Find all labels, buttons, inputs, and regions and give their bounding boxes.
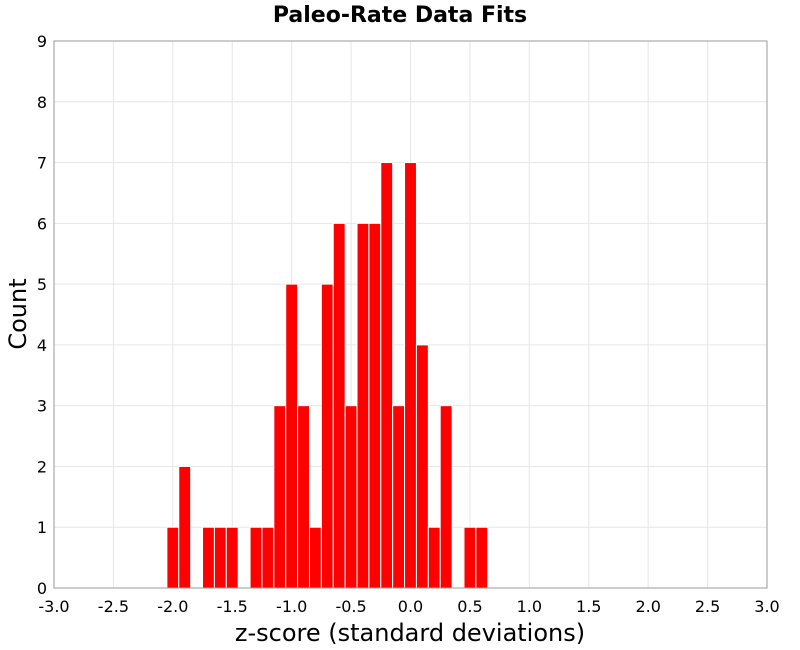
histogram-bar — [415, 344, 429, 589]
plot-area-frame — [53, 40, 768, 589]
y-tick-label: 4 — [37, 336, 47, 355]
x-tick-label: -1.0 — [276, 597, 307, 616]
x-tick-label: 3.0 — [754, 597, 779, 616]
histogram-bar — [320, 283, 334, 589]
x-tick-label: -2.5 — [98, 597, 129, 616]
y-tick-label: 0 — [37, 579, 47, 598]
histogram-bar — [392, 405, 406, 589]
histogram-bar — [475, 526, 489, 589]
x-tick-label: 0.0 — [398, 597, 423, 616]
histogram-bars — [166, 162, 489, 589]
histogram-bar — [178, 465, 192, 589]
histogram-bar — [356, 222, 370, 589]
x-tick-label: 2.5 — [695, 597, 720, 616]
histogram-bar — [166, 526, 180, 589]
histogram-bar — [285, 283, 299, 589]
chart-title: Paleo-Rate Data Fits — [273, 3, 527, 28]
y-tick-label: 6 — [37, 214, 47, 233]
x-tick-label: 1.5 — [576, 597, 601, 616]
x-tick-label: -0.5 — [335, 597, 366, 616]
histogram-bar — [463, 526, 477, 589]
x-tick-label: -3.0 — [38, 597, 69, 616]
histogram-bar — [404, 162, 417, 589]
x-tick-label: 0.5 — [457, 597, 482, 616]
y-axis-label: Count — [4, 278, 32, 349]
histogram-bar — [439, 405, 453, 589]
x-axis-ticks: -3.0 -2.5 -2.0 -1.5 -1.0 -0.5 0.0 0.5 1.0 1.5 2.0 2… — [38, 597, 779, 616]
histogram-bar — [202, 526, 215, 589]
histogram-bar — [261, 526, 275, 589]
y-axis-ticks: 0 1 2 3 4 5 6 7 8 9 — [37, 32, 47, 598]
histogram-bar — [273, 405, 287, 589]
y-tick-label: 3 — [37, 397, 47, 416]
y-tick-label: 9 — [37, 32, 47, 51]
x-tick-label: 2.0 — [635, 597, 660, 616]
histogram-bar — [297, 405, 310, 589]
y-tick-label: 5 — [37, 275, 47, 294]
histogram-bar — [308, 526, 322, 589]
x-axis-label: z-score (standard deviations) — [235, 619, 585, 647]
histogram-bar — [380, 162, 394, 589]
histogram-bar — [332, 222, 346, 589]
histogram-bar — [344, 405, 358, 589]
histogram-bar — [368, 222, 382, 589]
histogram-bar — [213, 526, 227, 589]
histogram-bar — [225, 526, 239, 589]
y-tick-label: 1 — [37, 518, 47, 537]
y-tick-label: 2 — [37, 457, 47, 476]
x-tick-label: -1.5 — [217, 597, 248, 616]
histogram-bar — [249, 526, 263, 589]
y-tick-label: 7 — [37, 154, 47, 173]
x-tick-label: 1.0 — [517, 597, 542, 616]
histogram-bar — [427, 526, 441, 589]
x-tick-label: -2.0 — [157, 597, 188, 616]
y-tick-label: 8 — [37, 93, 47, 112]
